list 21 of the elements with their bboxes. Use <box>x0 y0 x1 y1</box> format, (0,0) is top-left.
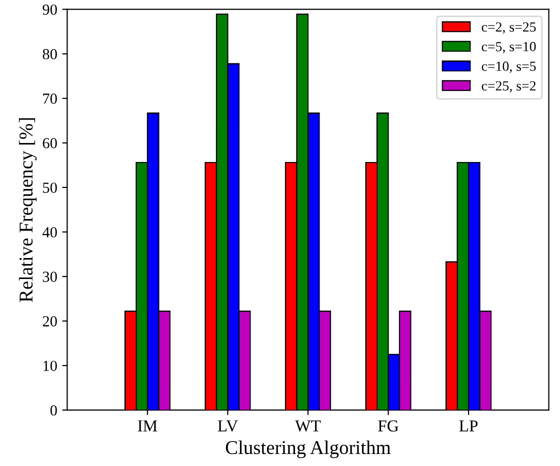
x-tick-label: IM <box>138 420 158 432</box>
legend-label: c=25, s=2 <box>482 81 536 93</box>
y-tick-label: 70 <box>43 94 57 104</box>
y-tick-label: 20 <box>42 316 57 326</box>
y-tick-label: 90 <box>42 4 57 15</box>
y-tick-label: 60 <box>42 138 57 148</box>
x-tick-label: FG <box>378 420 398 432</box>
y-axis-title: Relative Frequency [%] <box>18 118 37 302</box>
y-tick-label: 50 <box>43 182 57 193</box>
x-tick-label: WT <box>295 420 321 432</box>
legend-label: c=5, s=10 <box>482 42 536 54</box>
x-tick-label: LV <box>218 420 238 432</box>
x-tick-label: LP <box>459 420 478 432</box>
x-axis-title: Clustering Algorithm <box>226 440 391 458</box>
y-tick-label: 80 <box>42 48 57 60</box>
legend-label: c=10, s=5 <box>482 62 536 73</box>
y-tick-label: 0 <box>50 405 57 416</box>
legend-label: c=2, s=25 <box>482 22 536 34</box>
y-tick-label: 40 <box>42 227 57 238</box>
y-tick-label: 30 <box>42 272 57 282</box>
y-tick-label: 10 <box>44 360 57 371</box>
